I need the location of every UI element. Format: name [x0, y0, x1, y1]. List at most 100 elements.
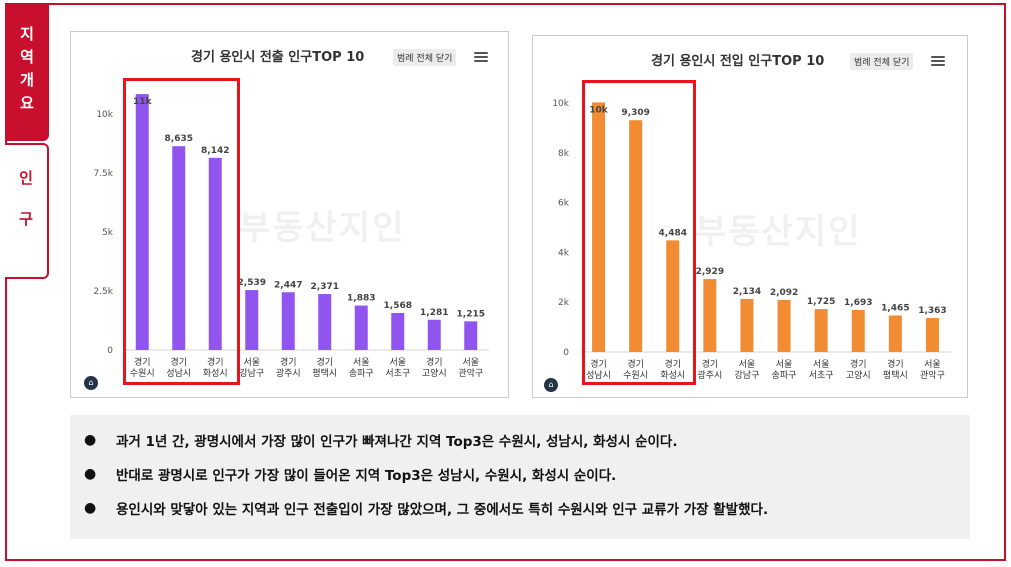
note-item: ● 용인시와 맞닿아 있는 지역과 인구 전출입이 가장 많았으며, 그 중에서…	[84, 491, 956, 525]
data-label: 8,635	[165, 134, 193, 144]
x-tick-label: 서울	[739, 359, 756, 370]
bar	[318, 294, 332, 350]
x-tick-label: 서초구	[385, 368, 410, 379]
bar	[354, 305, 368, 350]
x-tick-label: 경기	[280, 356, 297, 368]
y-tick-label: 7.5k	[93, 169, 113, 179]
x-tick-label: 경기	[850, 358, 867, 370]
y-tick-label: 6k	[558, 199, 570, 209]
x-tick-label: 경기	[134, 356, 151, 368]
x-tick-label: 경기	[207, 356, 224, 368]
note-item: ● 반대로 광명시로 인구가 가장 많이 들어온 지역 Top3은 성남시, 수…	[84, 457, 956, 491]
x-tick-label: 서울	[813, 359, 830, 370]
x-tick-label: 경기	[702, 358, 719, 370]
x-tick-label: 수원시	[623, 370, 648, 381]
site-logo-icon: ⌂	[84, 376, 98, 390]
x-tick-label: 서울	[924, 359, 941, 370]
bullet-icon: ●	[84, 432, 97, 448]
data-label: 11k	[133, 97, 153, 107]
bar	[391, 312, 405, 350]
data-label: 2,447	[274, 280, 302, 290]
legend-close-all-button[interactable]: 범례 전체 닫기	[393, 49, 457, 66]
content-frame	[5, 3, 1006, 561]
note-item: ● 과거 1년 간, 광명시에서 가장 많이 인구가 빠져나간 지역 Top3은…	[84, 423, 956, 457]
x-tick-label: 경기	[664, 358, 681, 370]
note-text: 반대로 광명시로 인구가 가장 많이 들어온 지역 Top3은 성남시, 수원시…	[116, 468, 617, 484]
top3-highlight-box	[123, 78, 240, 385]
x-tick-label: 송파구	[349, 368, 374, 379]
data-label: 2,134	[733, 287, 761, 297]
bullet-icon: ●	[84, 500, 97, 516]
menu-icon[interactable]	[931, 56, 945, 66]
y-tick-label: 0	[107, 346, 113, 356]
inflow-chart-title: 경기 용인시 전입 인구TOP 10	[651, 54, 825, 69]
x-tick-label: 경기	[627, 358, 644, 370]
bar	[135, 94, 149, 350]
x-tick-label: 고양시	[422, 368, 447, 379]
x-tick-label: 강남구	[735, 370, 760, 381]
x-tick-label: 경기	[316, 356, 333, 368]
x-tick-label: 경기	[887, 358, 904, 370]
y-tick-label: 0	[563, 348, 569, 358]
outflow-chart-panel: 부동산지인 0 2.5k 5k 7.5k 10k 11k 경기 수원시 8,635 경기 성남시 8,…	[70, 31, 509, 398]
data-label: 4,484	[659, 228, 687, 238]
tab-population[interactable]: 인구	[5, 143, 49, 279]
tab-region-overview[interactable]: 지역개요	[5, 3, 49, 141]
bar	[814, 309, 828, 352]
data-label: 9,309	[621, 108, 649, 118]
y-tick-label: 10k	[552, 99, 569, 109]
x-tick-label: 서울	[389, 357, 406, 368]
data-label: 8,142	[201, 146, 229, 156]
bar	[888, 315, 902, 352]
x-tick-label: 강남구	[239, 368, 264, 379]
x-tick-label: 성남시	[586, 370, 611, 381]
bar	[851, 309, 865, 352]
note-text: 용인시와 맞닿아 있는 지역과 인구 전출입이 가장 많았으며, 그 중에서도 …	[116, 502, 769, 518]
y-tick-label: 8k	[558, 149, 570, 159]
bar	[703, 279, 717, 352]
bar	[245, 290, 259, 350]
data-label: 1,883	[347, 294, 375, 304]
data-label: 1,215	[457, 309, 485, 319]
data-label: 1,363	[918, 306, 946, 316]
bar	[281, 292, 295, 350]
bar	[629, 120, 643, 352]
summary-notes: ● 과거 1년 간, 광명시에서 가장 많이 인구가 빠져나간 지역 Top3은…	[70, 415, 970, 539]
y-tick-label: 2.5k	[93, 287, 113, 297]
x-tick-label: 화성시	[203, 368, 228, 379]
x-tick-label: 화성시	[660, 370, 685, 381]
x-tick-label: 광주시	[697, 369, 722, 381]
data-label: 2,929	[696, 267, 724, 277]
bar	[740, 298, 754, 352]
x-tick-label: 서울	[243, 357, 260, 368]
x-tick-label: 서울	[776, 359, 793, 370]
x-tick-label: 경기	[170, 356, 187, 368]
x-tick-label: 성남시	[166, 368, 191, 379]
bullet-icon: ●	[84, 466, 97, 482]
note-text: 과거 1년 간, 광명시에서 가장 많이 인구가 빠져나간 지역 Top3은 수…	[116, 434, 678, 450]
bar	[666, 240, 680, 352]
top3-highlight-box	[582, 80, 696, 385]
x-tick-label: 관악구	[920, 369, 945, 381]
y-tick-label: 5k	[102, 228, 114, 238]
x-tick-label: 서초구	[809, 370, 834, 381]
bar	[208, 157, 222, 350]
data-label: 10k	[589, 105, 609, 115]
data-label: 1,693	[844, 298, 872, 308]
data-label: 1,725	[807, 297, 835, 307]
x-tick-label: 광주시	[276, 367, 301, 379]
x-tick-label: 관악구	[458, 367, 483, 379]
data-label: 1,281	[420, 308, 448, 318]
y-tick-label: 10k	[96, 110, 113, 120]
menu-icon[interactable]	[474, 52, 488, 62]
bar	[464, 321, 478, 350]
data-label: 2,371	[311, 282, 339, 292]
x-tick-label: 경기	[590, 358, 607, 370]
x-tick-label: 서울	[462, 357, 479, 368]
legend-close-all-button[interactable]: 범례 전체 닫기	[850, 53, 914, 70]
bar	[592, 102, 606, 352]
bar	[427, 319, 441, 350]
y-tick-label: 2k	[558, 298, 570, 308]
